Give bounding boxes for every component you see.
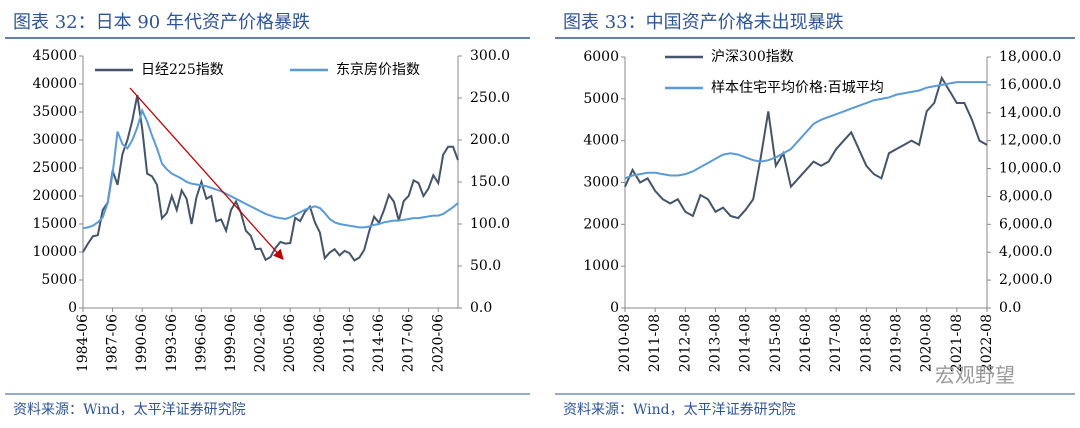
- x-tick-label: 1996-06: [193, 314, 209, 372]
- x-tick-label: 1990-06: [134, 314, 150, 372]
- x-tick-label: 1993-06: [164, 314, 180, 372]
- y2-tick-label: 50.0: [470, 258, 501, 274]
- legend-label: 东京房价指数: [336, 62, 420, 78]
- y-tick-label: 30000: [32, 132, 77, 148]
- x-tick-label: 2016-08: [798, 314, 814, 372]
- x-tick-label: 1984-06: [75, 314, 91, 372]
- x-tick-label: 2020-08: [919, 314, 935, 372]
- chart-title: 图表 32：日本 90 年代资产价格暴跌: [13, 12, 310, 33]
- y-tick-label: 15000: [32, 216, 77, 232]
- x-tick-label: 2020-06: [430, 314, 446, 372]
- x-tick-label: 2012-08: [677, 314, 693, 372]
- series-line: [624, 75, 988, 220]
- y-tick-label: 45000: [32, 48, 77, 64]
- y-tick-label: 5000: [41, 272, 77, 288]
- x-tick-label: 2017-06: [401, 314, 417, 372]
- y-tick-label: 3000: [583, 175, 619, 191]
- y2-tick-label: 200.0: [470, 132, 510, 148]
- y2-tick-label: 0.0: [999, 300, 1021, 316]
- y2-tick-label: 100.0: [470, 216, 510, 232]
- y2-tick-label: 0.0: [470, 300, 492, 316]
- y2-tick-label: 18,000.0: [999, 49, 1061, 65]
- source: 资料来源：Wind，太平洋证券研究院: [13, 402, 246, 418]
- y-tick-label: 0: [610, 300, 619, 316]
- x-tick-label: 2013-08: [708, 314, 724, 372]
- series-line: [82, 107, 459, 230]
- legend-label: 沪深300指数: [711, 49, 794, 65]
- y-tick-label: 10000: [32, 244, 77, 260]
- series-line: [82, 95, 459, 262]
- x-tick-label: 2022-08: [979, 314, 995, 372]
- series-line: [624, 81, 987, 180]
- trend-arrow: [129, 87, 284, 260]
- y-tick-label: 35000: [32, 104, 77, 120]
- x-tick-label: 2019-08: [889, 314, 905, 372]
- watermark: 宏观野望: [935, 363, 1015, 387]
- x-tick-label: 1999-06: [223, 314, 239, 372]
- x-tick-label: 2008-06: [312, 314, 328, 372]
- x-tick-label: 2011-08: [647, 314, 663, 372]
- y-tick-label: 1000: [583, 258, 619, 274]
- y2-tick-label: 10,000.0: [999, 161, 1061, 177]
- y2-tick-label: 8,000.0: [999, 188, 1052, 204]
- y-tick-label: 4000: [583, 133, 619, 149]
- x-tick-label: 2017-08: [828, 314, 844, 372]
- x-tick-label: 2002-06: [253, 314, 269, 372]
- y-tick-label: 2000: [583, 216, 619, 232]
- source: 资料来源：Wind，太平洋证券研究院: [563, 402, 796, 418]
- x-tick-label: 2011-06: [341, 314, 357, 372]
- y2-tick-label: 150.0: [470, 174, 510, 190]
- y2-tick-label: 250.0: [470, 90, 510, 106]
- y2-tick-label: 4,000.0: [999, 244, 1052, 260]
- y-tick-label: 40000: [32, 76, 77, 92]
- y2-tick-label: 2,000.0: [999, 272, 1052, 288]
- x-tick-label: 2014-06: [371, 314, 387, 372]
- x-tick-label: 1987-06: [105, 314, 121, 372]
- y2-tick-label: 12,000.0: [999, 133, 1061, 149]
- x-tick-label: 2018-08: [858, 314, 874, 372]
- y2-tick-label: 300.0: [470, 48, 510, 64]
- x-tick-label: 2015-08: [768, 314, 784, 372]
- legend-label: 样本住宅平均价格:百城平均: [711, 80, 884, 96]
- x-tick-label: 2021-08: [949, 314, 965, 372]
- x-tick-label: 2005-06: [282, 314, 298, 372]
- y-tick-label: 20000: [32, 188, 77, 204]
- legend-label: 日经225指数: [141, 62, 224, 78]
- y-tick-label: 25000: [32, 160, 77, 176]
- y2-tick-label: 6,000.0: [999, 216, 1052, 232]
- x-tick-label: 2014-08: [738, 314, 754, 372]
- y-tick-label: 6000: [583, 49, 619, 65]
- y-tick-label: 5000: [583, 91, 619, 107]
- chart-title: 图表 33：中国资产价格未出现暴跌: [563, 12, 844, 33]
- y2-tick-label: 16,000.0: [999, 77, 1061, 93]
- x-tick-label: 2010-08: [617, 314, 633, 372]
- y2-tick-label: 14,000.0: [999, 105, 1061, 121]
- y-tick-label: 0: [68, 300, 77, 316]
